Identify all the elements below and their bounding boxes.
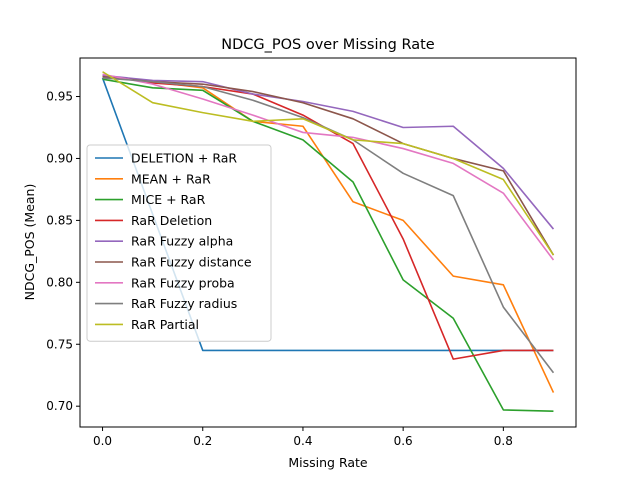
x-axis-label: Missing Rate [288, 455, 368, 470]
x-axis: 0.0 0.2 0.4 0.6 0.8 [93, 427, 513, 448]
series-line [102, 78, 554, 412]
legend-box [86, 144, 272, 342]
legend-entry-label: MICE + RaR [131, 192, 206, 207]
plot-lines [101, 71, 555, 412]
series-line [102, 73, 555, 261]
legend-entry-label: RaR Fuzzy proba [131, 275, 235, 290]
legend-entry-label: MEAN + RaR [131, 171, 211, 186]
legend-entry-label: RaR Partial [131, 317, 199, 332]
y-tick-label: 0.95 [46, 90, 73, 104]
x-tick-label: 0.4 [293, 434, 312, 448]
legend: DELETION + RaR MEAN + RaR MICE + RaR RaR De… [86, 144, 272, 342]
legend-entry-label: DELETION + RaR [131, 151, 237, 166]
legend-entry-label: RaR Fuzzy distance [131, 255, 252, 270]
y-tick-label: 0.70 [46, 399, 73, 413]
chart-title: NDCG_POS over Missing Rate [221, 37, 435, 53]
x-tick-label: 0.6 [394, 434, 413, 448]
y-axis-label: NDCG_POS (Mean) [22, 184, 37, 301]
series-line [102, 75, 555, 256]
legend-entry-label: RaR Deletion [131, 213, 212, 228]
series-line [101, 77, 554, 352]
y-tick-label: 0.80 [46, 275, 73, 289]
y-tick-label: 0.90 [46, 151, 73, 165]
y-axis: 0.70 0.75 0.80 0.85 0.90 0.95 [46, 90, 80, 413]
x-tick-label: 0.2 [193, 434, 212, 448]
series-line [102, 71, 555, 256]
x-tick-label: 0.0 [93, 434, 112, 448]
legend-entry-label: RaR Fuzzy radius [131, 296, 237, 311]
y-tick-label: 0.75 [46, 337, 73, 351]
legend-entry-label: RaR Fuzzy alpha [131, 234, 233, 249]
series-line [102, 74, 555, 230]
y-tick-label: 0.85 [46, 213, 73, 227]
plot-frame [79, 57, 577, 428]
x-tick-label: 0.8 [494, 434, 513, 448]
